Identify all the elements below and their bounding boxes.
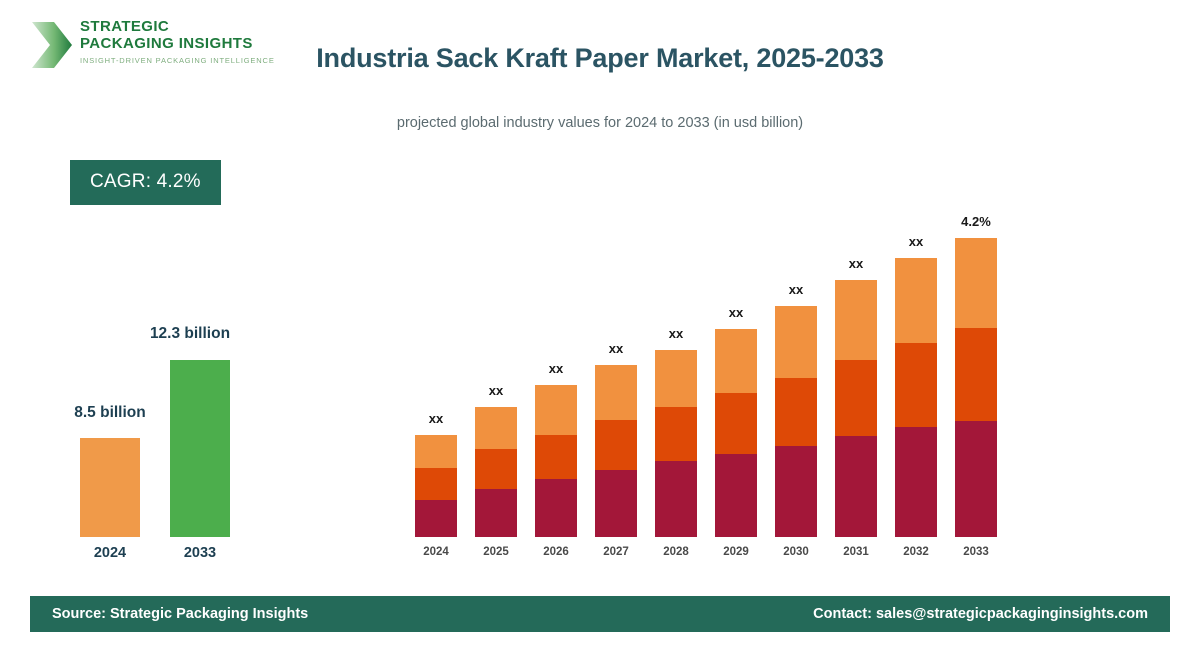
bar-segment-segment-3 bbox=[415, 435, 457, 468]
bar-segment-segment-2 bbox=[655, 407, 697, 461]
stacked-bar-2027 bbox=[595, 365, 637, 537]
stacked-bar-2031 bbox=[835, 280, 877, 537]
bar-top-label: xx bbox=[548, 361, 564, 376]
x-tick-label: 2032 bbox=[903, 546, 929, 558]
bar-segment-segment-3 bbox=[475, 407, 517, 449]
bar-top-label: xx bbox=[608, 341, 624, 356]
bar-segment-segment-3 bbox=[655, 350, 697, 407]
bar-top-label: xx bbox=[848, 256, 864, 271]
stacked-bar-2032 bbox=[895, 258, 937, 537]
logo-tagline: INSIGHT-DRIVEN PACKAGING INTELLIGENCE bbox=[80, 56, 275, 65]
source-text: Source: Strategic Packaging Insights bbox=[52, 606, 309, 622]
bar-segment-segment-2 bbox=[595, 420, 637, 470]
x-tick-label: 2033 bbox=[183, 545, 217, 561]
logo-line-2: PACKAGING INSIGHTS bbox=[80, 35, 253, 52]
stacked-bar-2028 bbox=[655, 350, 697, 537]
contact-text: Contact: sales@strategicpackaginginsight… bbox=[813, 606, 1148, 622]
bar-segment-segment-1 bbox=[595, 470, 637, 537]
stacked-forecast-chart: xx 2024 xx 2025 xx 2026 xx 2027 xx 2028 xx 2029 xx 20… bbox=[400, 0, 1020, 600]
bar-segment-segment-1 bbox=[895, 427, 937, 537]
stacked-bar-2026 bbox=[535, 385, 577, 537]
bar-segment-segment-1 bbox=[835, 436, 877, 537]
footer-bar: Source: Strategic Packaging Insights Con… bbox=[30, 596, 1170, 632]
bar-segment-segment-2 bbox=[535, 435, 577, 479]
bar-top-label: xx bbox=[788, 282, 804, 297]
bar-segment-segment-2 bbox=[955, 328, 997, 421]
bar-value-label: 8.5 billion bbox=[74, 404, 146, 421]
bar-segment-segment-3 bbox=[595, 365, 637, 420]
stacked-bar-2030 bbox=[775, 306, 817, 537]
bar-segment-segment-3 bbox=[955, 238, 997, 328]
bar-2033 bbox=[170, 360, 230, 537]
x-tick-label: 2024 bbox=[93, 545, 127, 561]
stacked-bar-2024 bbox=[415, 435, 457, 537]
x-tick-label: 2029 bbox=[723, 546, 749, 558]
bar-top-label: xx bbox=[428, 411, 444, 426]
x-tick-label: 2025 bbox=[483, 546, 509, 558]
brand-logo: STRATEGIC PACKAGING INSIGHTS INSIGHT-DRI… bbox=[30, 16, 274, 74]
bar-segment-segment-1 bbox=[535, 479, 577, 537]
bar-segment-segment-1 bbox=[955, 421, 997, 537]
bar-value-label: 12.3 billion bbox=[149, 325, 231, 342]
x-tick-label: 2030 bbox=[783, 546, 809, 558]
bar-segment-segment-3 bbox=[775, 306, 817, 378]
x-tick-label: 2028 bbox=[663, 546, 689, 558]
logo-line-1: STRATEGIC bbox=[80, 18, 170, 35]
page-title: Industria Sack Kraft Paper Market, 2025-… bbox=[316, 43, 884, 73]
bar-segment-segment-2 bbox=[415, 468, 457, 500]
x-tick-label: 2024 bbox=[423, 546, 449, 558]
bar-top-label: xx bbox=[488, 383, 504, 398]
bar-segment-segment-1 bbox=[775, 446, 817, 537]
bar-segment-segment-1 bbox=[415, 500, 457, 537]
bar-segment-segment-1 bbox=[655, 461, 697, 537]
bar-segment-segment-2 bbox=[775, 378, 817, 446]
bar-segment-segment-2 bbox=[895, 343, 937, 427]
bar-segment-segment-2 bbox=[715, 393, 757, 454]
page-subtitle: projected global industry values for 202… bbox=[396, 115, 804, 131]
bar-top-label: xx bbox=[908, 234, 924, 249]
bar-segment-segment-1 bbox=[715, 454, 757, 537]
bar-top-label: xx bbox=[668, 326, 684, 341]
cagr-badge: CAGR: 4.2% bbox=[70, 160, 221, 205]
stacked-bar-2025 bbox=[475, 407, 517, 537]
bar-segment-segment-3 bbox=[535, 385, 577, 435]
stacked-bar-2029 bbox=[715, 329, 757, 537]
bar-segment-segment-3 bbox=[835, 280, 877, 360]
x-tick-label: 2031 bbox=[843, 546, 869, 558]
bar-segment-segment-3 bbox=[715, 329, 757, 393]
stacked-bar-2033 bbox=[955, 238, 997, 537]
base-vs-forecast-chart: 8.5 billion 12.3 billion 2024 2033 bbox=[0, 0, 320, 600]
bar-segment-segment-3 bbox=[895, 258, 937, 343]
bar-2024 bbox=[80, 438, 140, 537]
bar-segment-segment-2 bbox=[835, 360, 877, 436]
green-chevron-arrow-icon bbox=[30, 20, 74, 70]
bar-segment-segment-2 bbox=[475, 449, 517, 489]
x-tick-label: 2026 bbox=[543, 546, 569, 558]
x-tick-label: 2027 bbox=[603, 546, 629, 558]
bar-segment-segment-1 bbox=[475, 489, 517, 537]
bar-top-label: 4.2% bbox=[961, 214, 991, 229]
x-tick-label: 2033 bbox=[963, 546, 989, 558]
bar-top-label: xx bbox=[728, 305, 744, 320]
